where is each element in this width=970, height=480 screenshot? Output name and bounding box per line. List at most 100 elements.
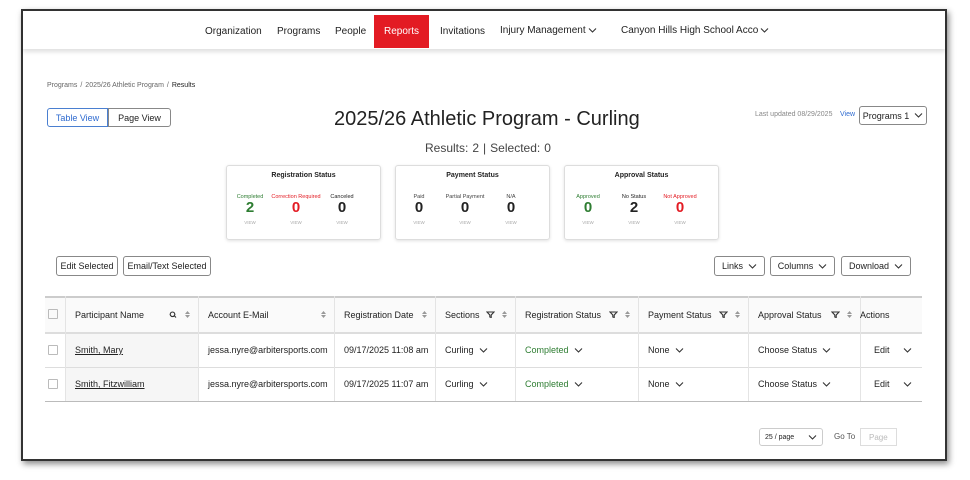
action-button[interactable]: Edit Selected: [56, 256, 118, 276]
stat-view-link[interactable]: VIEW: [244, 220, 256, 225]
column-header[interactable]: Approval Status: [748, 296, 860, 333]
table-cell[interactable]: None: [638, 333, 748, 367]
page-view-button[interactable]: Page View: [108, 108, 171, 127]
chevron-icon: [479, 347, 487, 353]
chevron-icon: [574, 381, 582, 387]
table-cell[interactable]: Choose Status: [748, 367, 860, 401]
chevron-icon: [822, 381, 831, 387]
programs-button[interactable]: Programs 1: [859, 106, 927, 125]
nav-label: People: [335, 26, 367, 37]
sort-icon: [321, 311, 326, 318]
stat-label: Paid: [413, 194, 425, 200]
table-cell[interactable]: Curling: [435, 333, 515, 367]
table-header-bg: [45, 296, 922, 333]
checkbox[interactable]: [48, 309, 58, 319]
nav-label: Injury Management: [500, 25, 586, 36]
column-title: Payment Status: [648, 309, 712, 320]
stat-label: N/A: [506, 194, 516, 200]
table-cell[interactable]: Curling: [435, 367, 515, 401]
column-divider: [515, 296, 516, 401]
stat-card: Approval Status Approved 0 VIEW No Status 2 VI…: [564, 165, 719, 240]
column-title: Approval Status: [758, 309, 822, 320]
breadcrumb-item[interactable]: Programs: [47, 82, 78, 89]
column-header[interactable]: Registration Status: [515, 296, 638, 333]
chevron-icon: [894, 263, 903, 269]
table-cell[interactable]: Completed: [515, 367, 638, 401]
nav-item[interactable]: Canyon Hills High School Acco: [621, 25, 769, 36]
cell-text: Curling: [445, 345, 474, 355]
stat-card-title: Registration Status: [271, 172, 336, 179]
chevron-icon: [808, 434, 817, 440]
stat-value: 0: [460, 199, 470, 216]
dropdown-label: Download: [848, 261, 890, 271]
stat-card-title: Approval Status: [614, 172, 669, 179]
summary-results: 2: [472, 141, 480, 155]
stat-view-link[interactable]: VIEW: [674, 220, 686, 225]
table-cell: 09/17/2025 11:08 am: [334, 333, 435, 367]
stat-value: 0: [414, 199, 424, 216]
sort-icon: [625, 311, 630, 318]
summary-separator: |: [483, 141, 487, 155]
column-header[interactable]: Sections: [435, 296, 515, 333]
stat-value: 0: [291, 199, 301, 216]
stat-label: No Status: [621, 194, 647, 200]
nav-item[interactable]: People: [335, 26, 366, 37]
nav-item[interactable]: Invitations: [440, 26, 485, 37]
chevron-icon: [903, 347, 911, 353]
stat-view-link[interactable]: VIEW: [290, 220, 302, 225]
table-cell[interactable]: Edit: [860, 333, 922, 367]
goto-input[interactable]: Page: [860, 428, 897, 446]
nav-item[interactable]: Reports: [374, 15, 429, 48]
summary-results-label: Results:: [425, 141, 469, 155]
column-header[interactable]: Payment Status: [638, 296, 748, 333]
nav-item[interactable]: Organization: [205, 26, 262, 37]
table-cell[interactable]: None: [638, 367, 748, 401]
column-header[interactable]: Account E-Mail: [198, 296, 334, 333]
dropdown-button[interactable]: Links: [714, 256, 765, 276]
stat-view-link[interactable]: VIEW: [413, 220, 425, 225]
dropdown-button[interactable]: Columns: [770, 256, 835, 276]
column-divider: [334, 296, 335, 401]
nav-label: Programs: [277, 26, 321, 37]
cell-text: 09/17/2025 11:08 am: [344, 345, 429, 355]
dropdown-button[interactable]: Download: [841, 256, 911, 276]
column-divider: [860, 296, 861, 401]
checkbox[interactable]: [48, 379, 58, 389]
stat-view-link[interactable]: VIEW: [582, 220, 594, 225]
page-size-select[interactable]: 25 / page: [759, 428, 823, 446]
stat-value: 0: [675, 199, 685, 216]
table-view-button[interactable]: Table View: [47, 108, 108, 127]
chevron-icon: [914, 113, 923, 118]
table-cell[interactable]: Completed: [515, 333, 638, 367]
stat-view-link[interactable]: VIEW: [336, 220, 348, 225]
table-cell[interactable]: Edit: [860, 367, 922, 401]
sort-icon: [422, 311, 427, 318]
table-cell[interactable]: Choose Status: [748, 333, 860, 367]
table-cell[interactable]: Smith, Mary: [65, 333, 198, 367]
stat-label: Canceled: [330, 194, 354, 200]
breadcrumb-separator: /: [80, 82, 83, 89]
stat-label: Partial Payment: [445, 194, 485, 200]
column-title: Sections: [445, 309, 480, 320]
column-header[interactable]: Registration Date: [334, 296, 435, 333]
table-cell[interactable]: Smith, Fitzwilliam: [65, 367, 198, 401]
nav-item[interactable]: Injury Management: [500, 25, 597, 36]
last-updated-link[interactable]: View: [840, 111, 856, 118]
stat-view-link[interactable]: VIEW: [505, 220, 517, 225]
checkbox[interactable]: [48, 345, 58, 355]
sort-icon: [735, 311, 740, 318]
stat-label: Completed: [236, 194, 264, 200]
stat-view-link[interactable]: VIEW: [628, 220, 640, 225]
breadcrumb: Programs/2025/26 Athletic Program / Result…: [47, 82, 195, 89]
filter-icon: [719, 311, 728, 318]
cell-text: Choose Status: [758, 379, 818, 389]
column-header[interactable]: Participant Name: [65, 296, 198, 333]
stat-view-link[interactable]: VIEW: [459, 220, 471, 225]
action-button[interactable]: Email/Text Selected: [123, 256, 211, 276]
column-header: Actions: [860, 296, 922, 333]
breadcrumb-item[interactable]: 2025/26 Athletic Program: [85, 82, 164, 89]
cell-text: Completed: [525, 379, 569, 389]
nav-label: Invitations: [440, 26, 486, 37]
nav-item[interactable]: Programs: [277, 26, 320, 37]
